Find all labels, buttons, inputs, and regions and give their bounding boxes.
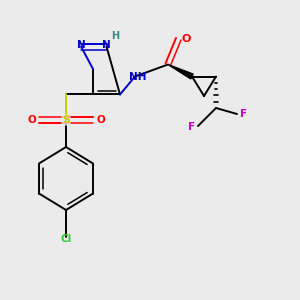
Polygon shape [168, 64, 193, 79]
Text: H: H [111, 31, 120, 41]
Text: F: F [240, 109, 247, 119]
Text: Cl: Cl [60, 233, 72, 244]
Text: NH: NH [129, 71, 147, 82]
Text: F: F [188, 122, 195, 133]
Text: N: N [76, 40, 85, 50]
Text: O: O [27, 115, 36, 125]
Text: O: O [96, 115, 105, 125]
Text: S: S [62, 115, 70, 125]
Text: N: N [102, 40, 111, 50]
Text: O: O [181, 34, 191, 44]
